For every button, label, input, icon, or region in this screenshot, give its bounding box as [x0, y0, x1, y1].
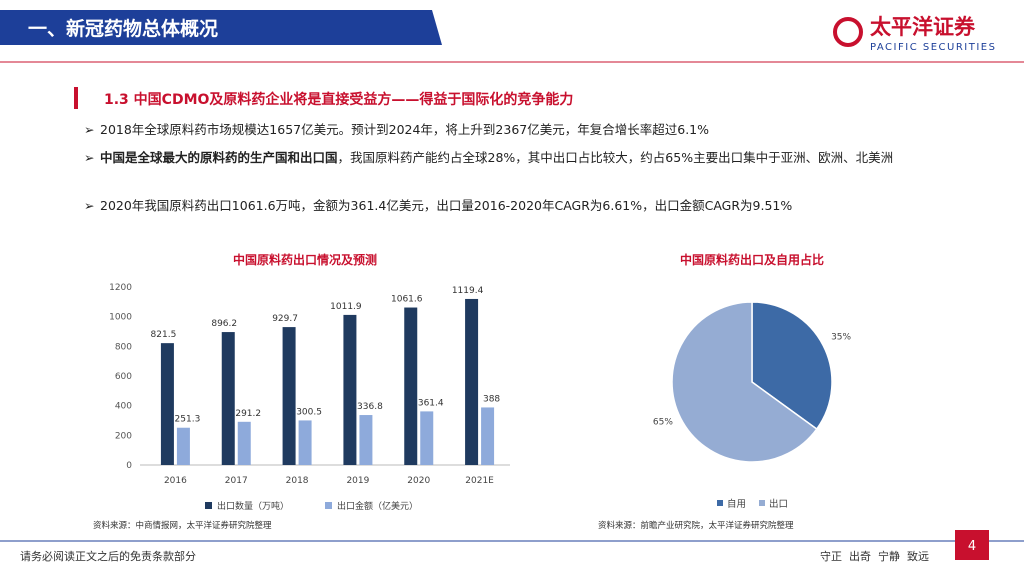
y-tick-label: 1000 — [109, 313, 132, 323]
bullet: 2018年全球原料药市场规模达1657亿美元。预计到2024年，将上升到2367… — [84, 118, 940, 142]
data-label: 361.4 — [418, 398, 444, 408]
legend-label: 自用 — [727, 498, 746, 510]
x-tick-label: 2016 — [164, 476, 187, 486]
data-label: 388 — [483, 394, 500, 404]
pie-slice — [671, 301, 818, 463]
legend-label: 出口数量（万吨） — [217, 500, 289, 512]
y-tick-label: 200 — [115, 431, 132, 441]
bullet-text: ，我国原料药产能约占全球28%，其中出口占比较大，约占65%主要出口集中于亚洲、… — [337, 150, 894, 165]
data-label: 896.2 — [211, 319, 237, 329]
bullet: 中国是全球最大的原料药的生产国和出口国，我国原料药产能约占全球28%，其中出口占… — [84, 146, 940, 170]
x-tick-label: 2020 — [407, 476, 430, 486]
footer-motto: 守正 出奇 宁静 致远 — [820, 549, 929, 563]
bar — [298, 420, 312, 465]
y-tick-label: 1200 — [109, 283, 132, 293]
data-label: 821.5 — [151, 330, 177, 340]
source-note: 资料来源：中商情报网，太平洋证券研究院整理 — [93, 520, 272, 531]
legend-swatch — [759, 500, 765, 506]
bar — [481, 407, 495, 465]
bar — [237, 421, 251, 465]
footer-disclaimer: 请务必阅读正文之后的免责条款部分 — [20, 549, 196, 563]
legend-swatch — [325, 502, 332, 509]
chart-title: 中国原料药出口及自用占比 — [680, 252, 824, 267]
logo-cn: 太平洋证券 — [870, 15, 976, 39]
y-tick-label: 600 — [115, 372, 132, 382]
legend-swatch — [717, 500, 723, 506]
legend-label: 出口 — [769, 498, 788, 510]
page-number: 4 — [968, 539, 976, 554]
data-label: 336.8 — [357, 402, 383, 412]
y-tick-label: 0 — [126, 461, 132, 471]
bar — [343, 314, 357, 465]
pie-slice — [751, 301, 833, 431]
data-label: 35% — [831, 332, 851, 342]
section-marker — [74, 87, 78, 109]
data-label: 929.7 — [272, 314, 298, 324]
bar — [465, 298, 479, 465]
bar — [176, 427, 190, 465]
bar — [221, 332, 235, 465]
y-tick-label: 400 — [115, 402, 132, 412]
x-tick-label: 2018 — [286, 476, 309, 486]
logo-en: PACIFIC SECURITIES — [870, 42, 996, 53]
bullet: 2020年我国原料药出口1061.6万吨，金额为361.4亿美元，出口量2016… — [84, 194, 940, 218]
bar — [404, 307, 418, 465]
x-tick-label: 2021E — [465, 476, 494, 486]
data-label: 300.5 — [296, 407, 322, 417]
source-note: 资料来源：前瞻产业研究院，太平洋证券研究院整理 — [598, 520, 794, 531]
data-label: 1061.6 — [391, 295, 423, 305]
header-band — [0, 10, 442, 45]
x-tick-label: 2017 — [225, 476, 248, 486]
header-title: 一、新冠药物总体概况 — [28, 17, 218, 40]
x-tick-label: 2019 — [346, 476, 369, 486]
y-tick-label: 800 — [115, 342, 132, 352]
legend-swatch — [205, 502, 212, 509]
data-label: 291.2 — [235, 409, 261, 419]
bullet-bold: 中国是全球最大的原料药的生产国和出口国 — [100, 150, 338, 165]
data-label: 65% — [653, 418, 673, 428]
page-box — [955, 530, 989, 560]
pie-chart: 中国原料药出口及自用占比 35% 自用 65% 出口资料来源：前瞻产业研究院，太平洋证券… — [598, 252, 852, 531]
chart-title: 中国原料药出口情况及预测 — [233, 252, 377, 267]
bar — [160, 343, 174, 465]
bar — [282, 327, 296, 465]
section-title: 1.3 中国CDMO及原料药企业将是直接受益方——得益于国际化的竞争能力 — [104, 91, 573, 108]
data-label: 1011.9 — [330, 302, 362, 312]
bar — [420, 411, 434, 465]
bar-chart: 中国原料药出口情况及预测 0 200 400 600 800 1000 1200 2016 821… — [93, 252, 510, 531]
legend-label: 出口金额（亿美元） — [337, 500, 418, 512]
logo-icon — [833, 17, 863, 47]
bar — [359, 415, 373, 465]
data-label: 251.3 — [175, 415, 201, 425]
data-label: 1119.4 — [452, 286, 484, 296]
